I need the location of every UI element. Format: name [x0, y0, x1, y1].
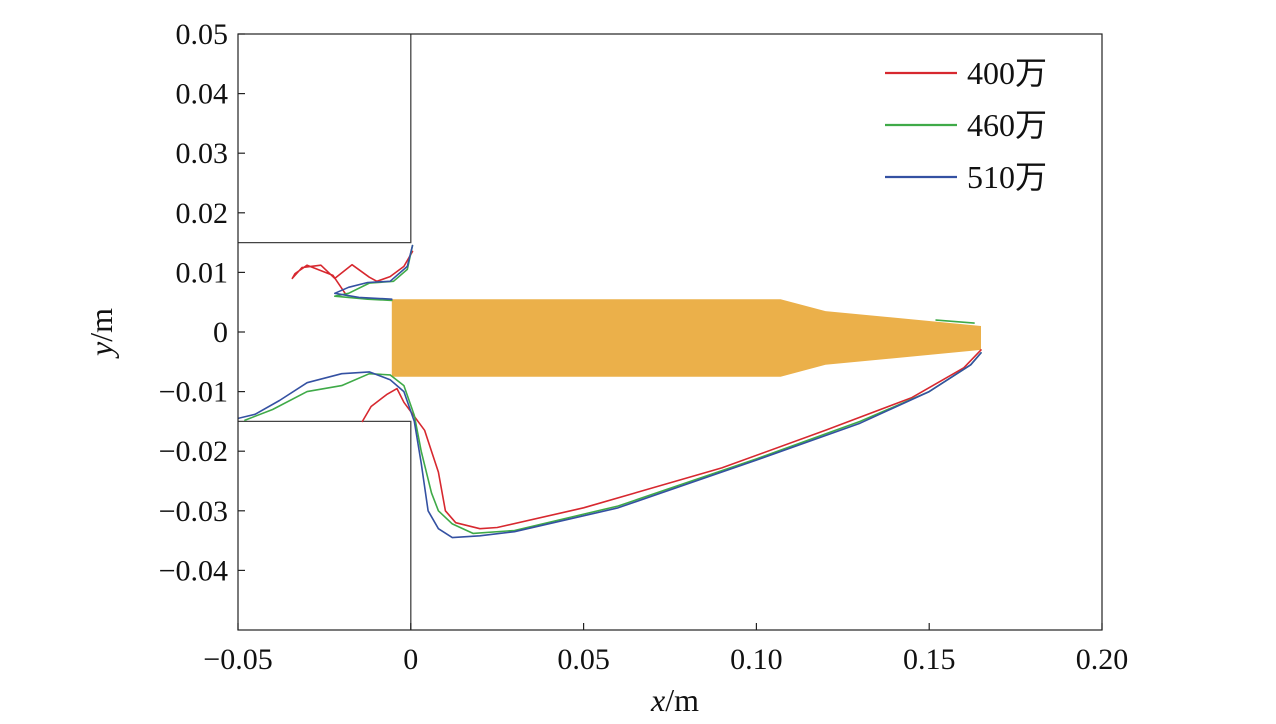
x-tick-label: 0.20: [1076, 643, 1129, 676]
series-3-line: [238, 352, 982, 539]
legend-label: 510万: [967, 159, 1047, 195]
x-tick-label: 0.05: [557, 643, 610, 676]
x-tick-label: 0.15: [903, 643, 956, 676]
series-2-line: [334, 244, 414, 302]
series-2-group: [244, 244, 982, 535]
series-3-group: [238, 244, 982, 539]
y-axis-label: y/m: [83, 308, 119, 359]
x-axis-label-unit: /m: [665, 682, 699, 718]
x-axis-label: x/m: [650, 682, 699, 718]
legend-label: 460万: [967, 107, 1047, 143]
y-tick-label: 0.05: [176, 18, 229, 51]
geometry-walls: [238, 34, 412, 630]
series-1-line: [291, 250, 414, 295]
y-tick-label: 0.04: [176, 78, 229, 111]
series-layer: [238, 244, 982, 539]
legend-label: 400万: [967, 55, 1047, 91]
series-1-group: [291, 250, 982, 530]
y-tick-label: −0.01: [159, 376, 228, 409]
x-tick-label: −0.05: [203, 643, 272, 676]
y-tick-label: −0.02: [159, 435, 228, 468]
y-tick-label: 0.03: [176, 137, 229, 170]
projectile-body-layer: [391, 299, 981, 377]
series-3-line: [334, 244, 414, 300]
series-2-line: [935, 319, 975, 324]
y-tick-label: 0.02: [176, 197, 229, 230]
upper-wall-line: [238, 34, 412, 244]
x-axis-label-var: x: [650, 682, 665, 718]
x-tick-label: 0.10: [730, 643, 783, 676]
y-tick-label: −0.03: [159, 495, 228, 528]
series-2-line: [244, 352, 982, 535]
y-axis-label-var: y: [83, 341, 119, 359]
y-tick-label: 0: [213, 316, 228, 349]
y-axis-label-unit: /m: [83, 308, 119, 342]
y-tick-label: 0.01: [176, 256, 229, 289]
y-tick-label: −0.04: [159, 554, 228, 587]
projectile-body: [391, 299, 981, 377]
ticks-layer: −0.05 0 0.05 0.10 0.15 0.20 0.05 0.04 0.03 0.02 0.…: [159, 18, 1129, 676]
x-tick-label: 0: [403, 643, 418, 676]
series-1-line: [361, 349, 982, 530]
lower-wall-line: [238, 420, 412, 630]
legend: 400万 460万 510万: [885, 55, 1047, 195]
